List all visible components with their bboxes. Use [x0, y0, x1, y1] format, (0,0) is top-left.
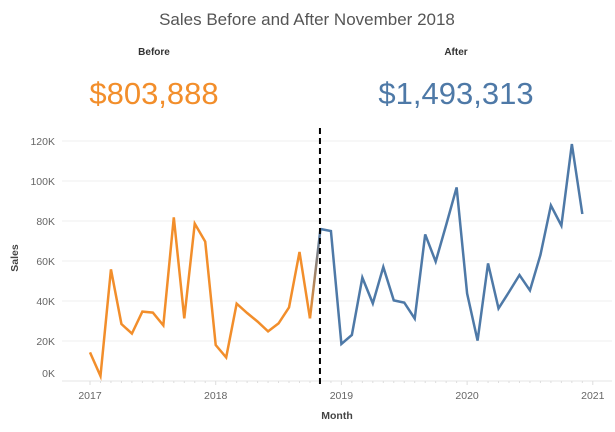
y-tick-label: 20K — [36, 336, 55, 348]
chart-title: Sales Before and After November 2018 — [159, 10, 455, 29]
y-axis: 0K 20K 40K 60K 80K 100K 120K — [30, 136, 55, 380]
series-line-after — [320, 143, 584, 347]
series-bridge-segment — [308, 228, 322, 319]
y-axis-title: Sales — [9, 244, 21, 272]
x-tick-label: 2021 — [581, 390, 605, 402]
kpi-after-label: After — [444, 47, 467, 58]
kpi-before-value: $803,888 — [89, 76, 218, 111]
x-tick-label: 2020 — [455, 390, 479, 402]
x-axis-title: Month — [321, 410, 353, 422]
kpi-after-value: $1,493,313 — [378, 76, 533, 111]
y-tick-label: 40K — [36, 296, 55, 308]
x-axis: 2017 2018 2019 2020 2021 — [62, 380, 612, 402]
gridlines — [62, 140, 612, 382]
y-tick-label: 100K — [30, 176, 55, 188]
series-line-before — [88, 217, 312, 381]
x-tick-label: 2018 — [204, 390, 228, 402]
y-tick-label: 60K — [36, 256, 55, 268]
x-tick-label: 2019 — [330, 390, 354, 402]
y-tick-label: 80K — [36, 216, 55, 228]
series-lines — [88, 128, 584, 385]
y-tick-label: 120K — [30, 136, 55, 148]
x-tick-label: 2017 — [78, 390, 102, 402]
y-tick-label: 0K — [42, 368, 55, 380]
kpi-before-label: Before — [138, 47, 170, 58]
